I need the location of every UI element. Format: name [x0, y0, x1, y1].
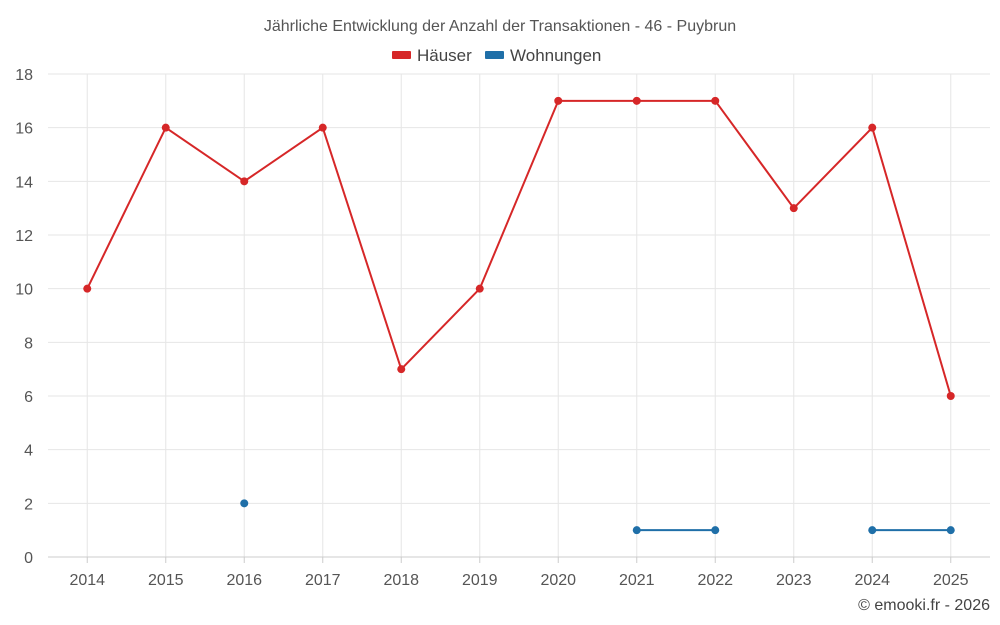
- data-point-haeuser[interactable]: [240, 177, 249, 186]
- data-point-haeuser[interactable]: [554, 96, 563, 105]
- y-tick-label: 8: [24, 335, 33, 352]
- data-point-wohnungen[interactable]: [240, 499, 249, 508]
- legend: Häuser Wohnungen: [392, 46, 601, 65]
- legend-item-haeuser[interactable]: Häuser: [392, 46, 472, 65]
- x-tick-label: 2014: [69, 572, 105, 589]
- data-point-wohnungen[interactable]: [632, 526, 641, 535]
- y-tick-label: 4: [24, 443, 33, 460]
- x-tick-label: 2019: [462, 572, 498, 589]
- data-point-haeuser[interactable]: [318, 123, 327, 132]
- data-point-wohnungen[interactable]: [711, 526, 720, 535]
- chart-title: Jährliche Entwicklung der Anzahl der Tra…: [264, 18, 736, 35]
- x-tick-label: 2022: [697, 572, 733, 589]
- x-tick-label: 2016: [226, 572, 262, 589]
- series-line-haeuser: [86, 99, 952, 397]
- x-tick-label: 2021: [619, 572, 655, 589]
- legend-label-wohnungen: Wohnungen: [510, 46, 601, 65]
- x-tick-label: 2018: [383, 572, 419, 589]
- data-point-haeuser[interactable]: [868, 123, 877, 132]
- y-tick-label: 16: [15, 121, 33, 138]
- axes: 0 2 4 6 8 10 12 14 16 18 2014 2015 2016 2017 2018 2019 2…: [15, 67, 990, 589]
- y-tick-label: 18: [15, 67, 33, 84]
- x-tick-label: 2017: [305, 572, 341, 589]
- legend-label-haeuser: Häuser: [417, 46, 472, 65]
- x-tick-label: 2025: [933, 572, 969, 589]
- x-tick-label: 2024: [854, 572, 890, 589]
- data-point-haeuser[interactable]: [161, 123, 170, 132]
- series-wohnungen: [240, 499, 955, 535]
- y-tick-label: 14: [15, 174, 33, 191]
- data-point-haeuser[interactable]: [632, 96, 641, 105]
- data-point-haeuser[interactable]: [397, 365, 406, 374]
- y-tick-label: 6: [24, 389, 33, 406]
- data-point-wohnungen[interactable]: [868, 526, 877, 535]
- data-point-wohnungen[interactable]: [946, 526, 955, 535]
- series-layer: [83, 96, 955, 535]
- series-haeuser: [83, 96, 955, 400]
- data-point-haeuser[interactable]: [83, 284, 92, 293]
- legend-swatch-wohnungen: [485, 51, 504, 59]
- data-point-haeuser[interactable]: [475, 284, 484, 293]
- y-tick-label: 10: [15, 282, 33, 299]
- grid: [48, 73, 990, 558]
- credit-text: © emooki.fr - 2026: [858, 597, 990, 614]
- legend-swatch-haeuser: [392, 51, 411, 59]
- legend-item-wohnungen[interactable]: Wohnungen: [485, 46, 601, 65]
- y-tick-label: 2: [24, 496, 33, 513]
- y-tick-label: 0: [24, 550, 33, 567]
- data-point-haeuser[interactable]: [711, 96, 720, 105]
- x-tick-label: 2023: [776, 572, 812, 589]
- data-point-haeuser[interactable]: [946, 392, 955, 400]
- x-tick-label: 2015: [148, 572, 184, 589]
- data-point-haeuser[interactable]: [789, 204, 798, 213]
- y-tick-label: 12: [15, 228, 33, 245]
- x-tick-label: 2020: [540, 572, 576, 589]
